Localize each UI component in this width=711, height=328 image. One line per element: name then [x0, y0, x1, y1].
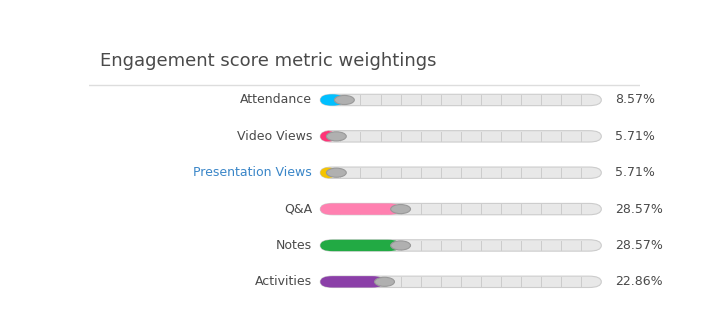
FancyBboxPatch shape — [320, 203, 602, 215]
Text: Attendance: Attendance — [240, 93, 312, 107]
FancyBboxPatch shape — [320, 276, 385, 288]
Text: 28.57%: 28.57% — [615, 239, 663, 252]
FancyBboxPatch shape — [320, 240, 400, 251]
Text: Engagement score metric weightings: Engagement score metric weightings — [100, 52, 437, 70]
Text: 8.57%: 8.57% — [615, 93, 655, 107]
FancyBboxPatch shape — [320, 131, 336, 142]
Circle shape — [334, 95, 354, 105]
Circle shape — [375, 277, 395, 286]
FancyBboxPatch shape — [320, 203, 400, 215]
FancyBboxPatch shape — [320, 240, 602, 251]
Text: 5.71%: 5.71% — [615, 166, 655, 179]
Text: Q&A: Q&A — [284, 203, 312, 215]
Text: 5.71%: 5.71% — [615, 130, 655, 143]
FancyBboxPatch shape — [320, 94, 344, 106]
FancyBboxPatch shape — [320, 167, 336, 178]
Text: 22.86%: 22.86% — [615, 275, 663, 288]
Text: Activities: Activities — [255, 275, 312, 288]
FancyBboxPatch shape — [320, 167, 602, 178]
Text: Presentation Views: Presentation Views — [193, 166, 312, 179]
Circle shape — [326, 132, 346, 141]
FancyBboxPatch shape — [320, 131, 602, 142]
Circle shape — [326, 168, 346, 177]
FancyBboxPatch shape — [320, 276, 602, 288]
Text: Video Views: Video Views — [237, 130, 312, 143]
Text: 28.57%: 28.57% — [615, 203, 663, 215]
Circle shape — [390, 241, 410, 250]
FancyBboxPatch shape — [320, 94, 602, 106]
Text: Notes: Notes — [276, 239, 312, 252]
Circle shape — [390, 205, 410, 214]
